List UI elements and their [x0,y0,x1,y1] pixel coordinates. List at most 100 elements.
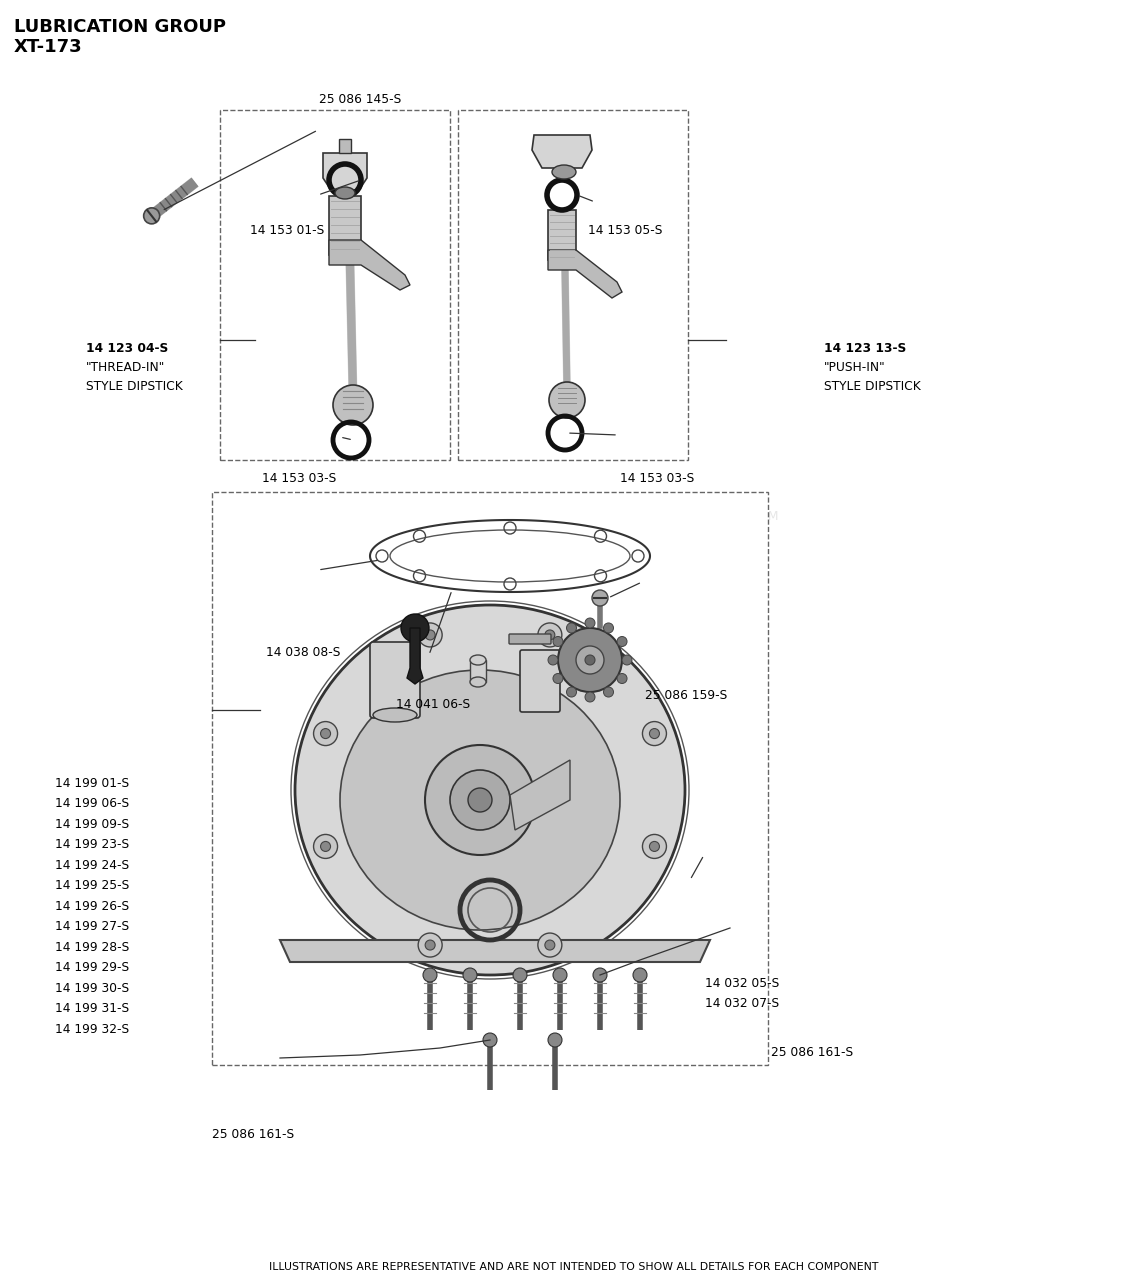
Ellipse shape [566,687,576,698]
Text: 14 199 30-S: 14 199 30-S [55,982,130,995]
Circle shape [553,968,567,982]
Text: 14 032 05-S: 14 032 05-S [705,977,779,989]
Text: 14 199 29-S: 14 199 29-S [55,961,130,974]
Circle shape [643,722,667,745]
Circle shape [425,745,535,855]
Ellipse shape [553,636,563,646]
Text: ILLUSTRATIONS ARE REPRESENTATIVE AND ARE NOT INTENDED TO SHOW ALL DETAILS FOR EA: ILLUSTRATIONS ARE REPRESENTATIVE AND ARE… [270,1262,878,1272]
Circle shape [483,1033,497,1047]
Text: 14 041 06-S: 14 041 06-S [396,698,471,710]
Text: TM: TM [760,509,778,524]
Text: "PUSH-IN": "PUSH-IN" [824,361,886,374]
Polygon shape [323,154,367,189]
Text: 14 199 31-S: 14 199 31-S [55,1002,130,1015]
Polygon shape [532,134,592,168]
Ellipse shape [604,687,613,698]
Circle shape [643,835,667,859]
Text: 14 123 13-S: 14 123 13-S [824,342,907,355]
Circle shape [650,841,659,851]
Ellipse shape [604,623,613,632]
Text: 25 086 159-S: 25 086 159-S [645,689,728,701]
Ellipse shape [622,655,633,666]
Text: 14 153 01-S: 14 153 01-S [250,224,325,237]
Ellipse shape [552,165,576,179]
Text: "THREAD-IN": "THREAD-IN" [86,361,165,374]
Circle shape [468,788,492,812]
Text: XT-173: XT-173 [14,38,83,56]
Text: 14 199 32-S: 14 199 32-S [55,1023,130,1036]
Bar [458,110,688,460]
Text: 14 199 23-S: 14 199 23-S [55,838,130,851]
Text: 14 199 25-S: 14 199 25-S [55,879,130,892]
Circle shape [401,614,429,643]
Circle shape [594,968,607,982]
Circle shape [513,968,527,982]
Text: 14 199 28-S: 14 199 28-S [55,941,130,954]
Polygon shape [280,940,709,963]
Bar [470,660,486,682]
Text: PartsTree: PartsTree [417,727,731,783]
Bar [212,492,768,1065]
Ellipse shape [548,655,558,666]
Circle shape [320,841,331,851]
Circle shape [558,628,622,692]
Ellipse shape [585,618,595,628]
Ellipse shape [373,708,417,722]
Text: 14 199 24-S: 14 199 24-S [55,859,130,872]
Text: 14 199 26-S: 14 199 26-S [55,900,130,913]
Text: 25 086 161-S: 25 086 161-S [212,1128,295,1140]
Text: 25 086 145-S: 25 086 145-S [319,93,402,106]
Ellipse shape [470,677,486,687]
Circle shape [320,728,331,739]
Circle shape [545,630,554,640]
FancyBboxPatch shape [520,650,560,712]
Text: 14 153 03-S: 14 153 03-S [262,472,336,485]
Ellipse shape [335,187,355,198]
Text: 25 086 161-S: 25 086 161-S [771,1046,854,1059]
Ellipse shape [616,673,627,684]
Circle shape [545,940,554,950]
Polygon shape [510,760,571,829]
Text: 14 038 08-S: 14 038 08-S [266,646,341,659]
Circle shape [633,968,647,982]
Circle shape [313,722,338,745]
FancyBboxPatch shape [329,196,360,255]
Text: 14 199 27-S: 14 199 27-S [55,920,130,933]
Circle shape [425,630,435,640]
Text: STYLE DIPSTICK: STYLE DIPSTICK [86,380,183,393]
Text: 14 153 05-S: 14 153 05-S [588,224,662,237]
Circle shape [538,933,561,957]
Circle shape [576,646,604,675]
Polygon shape [408,628,422,684]
Text: 14 153 03-S: 14 153 03-S [620,472,695,485]
Text: LUBRICATION GROUP: LUBRICATION GROUP [14,18,226,36]
Circle shape [549,381,585,419]
Ellipse shape [553,673,563,684]
Circle shape [418,623,442,646]
FancyBboxPatch shape [548,210,576,260]
Circle shape [538,623,561,646]
Circle shape [422,968,437,982]
Bar [220,110,450,460]
Circle shape [450,771,510,829]
Circle shape [418,933,442,957]
FancyBboxPatch shape [370,643,420,718]
Text: 14 123 04-S: 14 123 04-S [86,342,169,355]
Ellipse shape [616,636,627,646]
Ellipse shape [470,655,486,666]
Circle shape [592,590,608,605]
Text: 14 199 06-S: 14 199 06-S [55,797,130,810]
Polygon shape [548,250,622,298]
Circle shape [650,728,659,739]
Bar [339,140,351,154]
Text: 14 199 09-S: 14 199 09-S [55,818,130,831]
Text: 14 199 01-S: 14 199 01-S [55,777,130,790]
Circle shape [333,385,373,425]
Circle shape [425,940,435,950]
Text: 14 032 07-S: 14 032 07-S [705,997,779,1010]
Text: STYLE DIPSTICK: STYLE DIPSTICK [824,380,921,393]
Circle shape [585,655,595,666]
Ellipse shape [585,692,595,701]
Polygon shape [329,241,410,291]
Circle shape [144,207,160,224]
